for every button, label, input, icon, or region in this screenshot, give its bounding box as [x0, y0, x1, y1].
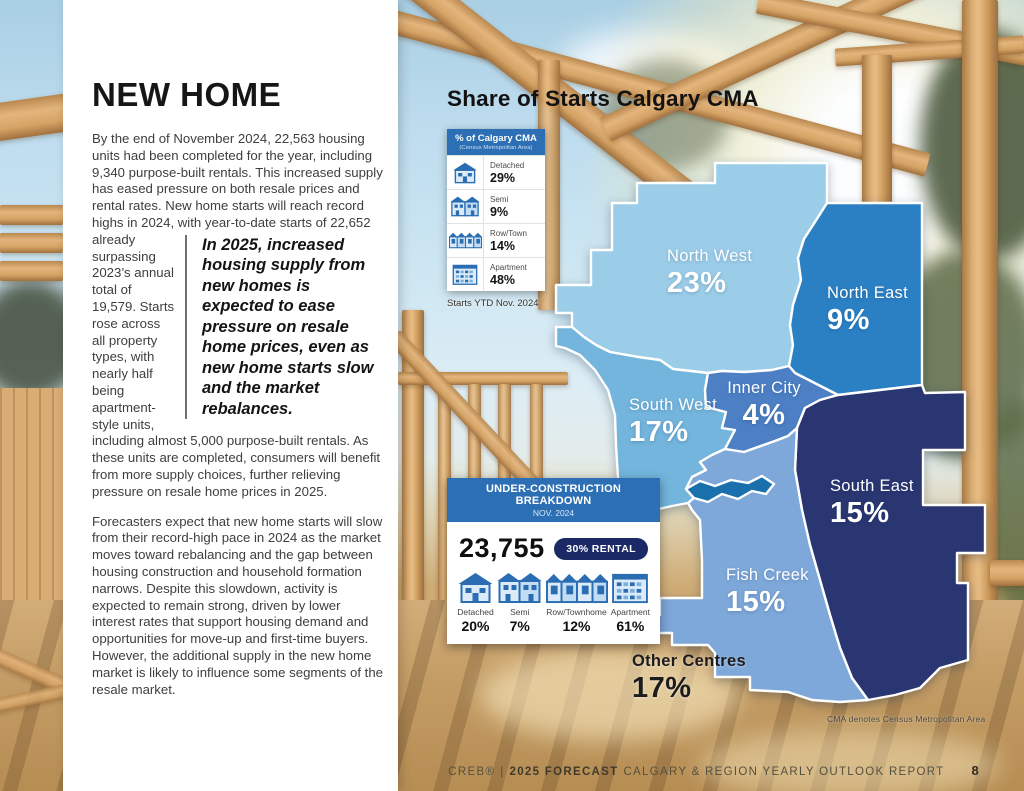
housing-type-value: 7% — [509, 618, 530, 634]
wood-joist — [0, 261, 63, 281]
uc-type-detached: Detached 20% — [457, 572, 494, 634]
uc-box-title: UNDER-CONSTRUCTION BREAKDOWN — [486, 483, 621, 507]
footer-forecast-label: 2025 FORECAST — [509, 766, 619, 778]
map-region-north-east — [787, 201, 924, 397]
wood-wall — [0, 388, 63, 628]
housing-type-label: Detached — [457, 607, 494, 617]
footer-brand: CREB® — [448, 766, 496, 778]
cma-box-header: % of Calgary CMA (Census Metropolitan Ar… — [447, 129, 545, 155]
housing-type-row: Apartment 48% — [447, 257, 545, 291]
housing-type-row: Semi 9% — [447, 189, 545, 223]
housing-type-value: 20% — [461, 618, 490, 634]
detached-house-icon — [457, 572, 494, 604]
semi-house-icon — [497, 572, 542, 604]
rental-badge: 30% RENTAL — [554, 537, 648, 560]
map-section-title: Share of Starts Calgary CMA — [447, 86, 759, 111]
uc-box-subtitle: NOV. 2024 — [532, 508, 575, 518]
page-number: 8 — [971, 763, 980, 778]
paragraph-text: By the end of November 2024, 22,563 hous… — [92, 131, 383, 230]
sun-patch — [480, 650, 740, 740]
glenmore-reservoir — [684, 474, 776, 504]
total-under-construction: 23,755 — [459, 533, 545, 563]
apartment-icon — [611, 572, 649, 604]
cma-share-box: % of Calgary CMA (Census Metropolitan Ar… — [447, 129, 545, 291]
footer-report-title: CALGARY & REGION YEARLY OUTLOOK REPORT — [623, 766, 945, 778]
article-panel: NEW HOME By the end of November 2024, 22… — [63, 0, 398, 791]
housing-type-value: 14% — [490, 238, 516, 253]
body-paragraph-2: Forecasters expect that new home starts … — [92, 513, 383, 697]
housing-type-value: 12% — [562, 618, 591, 634]
row-town-icon — [546, 573, 608, 604]
under-construction-box: UNDER-CONSTRUCTION BREAKDOWN NOV. 2024 2… — [447, 478, 660, 644]
pull-quote-text: In 2025, increased housing supply from n… — [202, 235, 374, 418]
housing-type-value: 29% — [490, 170, 516, 185]
housing-type-label: Semi — [510, 607, 530, 617]
housing-type-label: Semi — [490, 194, 509, 204]
uc-type-semi: Semi 7% — [497, 572, 542, 634]
housing-type-label: Row/Townhome — [546, 607, 607, 617]
housing-type-value: 48% — [490, 272, 516, 287]
wood-joist — [0, 233, 63, 253]
page-title: NEW HOME — [92, 76, 282, 113]
cma-box-subtitle: (Census Metropolitan Area) — [459, 145, 533, 151]
footer-divider: | — [500, 766, 505, 778]
body-paragraph-1: By the end of November 2024, 22,563 hous… — [92, 131, 385, 501]
map-region-north-west — [554, 161, 829, 375]
housing-type-row: Detached 29% — [447, 155, 545, 189]
map-footnote: CMA denotes Census Metropolitan Area — [827, 714, 986, 724]
semi-house-icon — [447, 190, 484, 223]
housing-type-label: Detached — [490, 160, 525, 170]
report-footer: CREB® | 2025 FORECAST CALGARY & REGION Y… — [448, 763, 980, 778]
housing-type-label: Apartment — [610, 607, 650, 617]
uc-type-row-townhome: Row/Townhome 12% — [546, 573, 608, 634]
housing-type-label: Row/Town — [490, 228, 527, 238]
wood-rail — [990, 560, 1024, 586]
cma-box-caption: Starts YTD Nov. 2024 — [447, 298, 539, 309]
detached-house-icon — [447, 156, 484, 189]
uc-box-header: UNDER-CONSTRUCTION BREAKDOWN NOV. 2024 — [447, 478, 660, 522]
paragraph-text: year-to-date starts of 22,652 already su… — [92, 214, 381, 499]
cma-box-title: % of Calgary CMA — [455, 133, 537, 144]
row-town-icon — [447, 224, 484, 257]
sun-patch — [700, 730, 1000, 791]
apartment-icon — [447, 258, 484, 291]
housing-type-value: 61% — [616, 618, 645, 634]
wood-joist — [0, 205, 63, 225]
housing-type-label: Apartment — [490, 262, 527, 272]
pull-quote: In 2025, increased housing supply from n… — [185, 234, 385, 420]
uc-type-apartment: Apartment 61% — [611, 572, 650, 634]
map-region-fish-creek — [631, 426, 870, 704]
housing-type-value: 9% — [490, 204, 509, 219]
housing-type-row: Row/Town 14% — [447, 223, 545, 257]
uc-box-body: 23,755 30% RENTAL Detached 20% Semi 7% R… — [447, 522, 660, 644]
